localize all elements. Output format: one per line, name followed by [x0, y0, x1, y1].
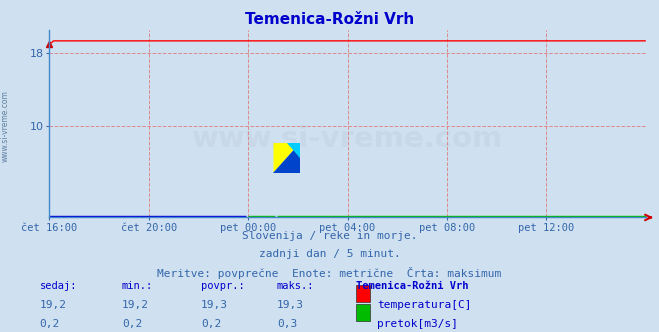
Text: www.si-vreme.com: www.si-vreme.com [192, 125, 503, 153]
Text: www.si-vreme.com: www.si-vreme.com [1, 90, 10, 162]
Text: 0,3: 0,3 [277, 319, 297, 329]
Text: Temenica-Rožni Vrh: Temenica-Rožni Vrh [356, 281, 469, 290]
Text: Temenica-Rožni Vrh: Temenica-Rožni Vrh [245, 12, 414, 27]
Polygon shape [273, 143, 300, 173]
Text: 19,2: 19,2 [40, 300, 67, 310]
Text: Meritve: povprečne  Enote: metrične  Črta: maksimum: Meritve: povprečne Enote: metrične Črta:… [158, 267, 501, 279]
Text: sedaj:: sedaj: [40, 281, 77, 290]
Text: 19,3: 19,3 [201, 300, 228, 310]
Text: pretok[m3/s]: pretok[m3/s] [377, 319, 458, 329]
Text: min.:: min.: [122, 281, 153, 290]
Text: Slovenija / reke in morje.: Slovenija / reke in morje. [242, 231, 417, 241]
Text: 19,3: 19,3 [277, 300, 304, 310]
Polygon shape [273, 143, 300, 173]
Text: povpr.:: povpr.: [201, 281, 244, 290]
Text: maks.:: maks.: [277, 281, 314, 290]
Text: 0,2: 0,2 [122, 319, 142, 329]
Polygon shape [287, 143, 300, 158]
Text: zadnji dan / 5 minut.: zadnji dan / 5 minut. [258, 249, 401, 259]
Text: 19,2: 19,2 [122, 300, 149, 310]
Text: 0,2: 0,2 [40, 319, 60, 329]
Text: 0,2: 0,2 [201, 319, 221, 329]
Text: temperatura[C]: temperatura[C] [377, 300, 471, 310]
